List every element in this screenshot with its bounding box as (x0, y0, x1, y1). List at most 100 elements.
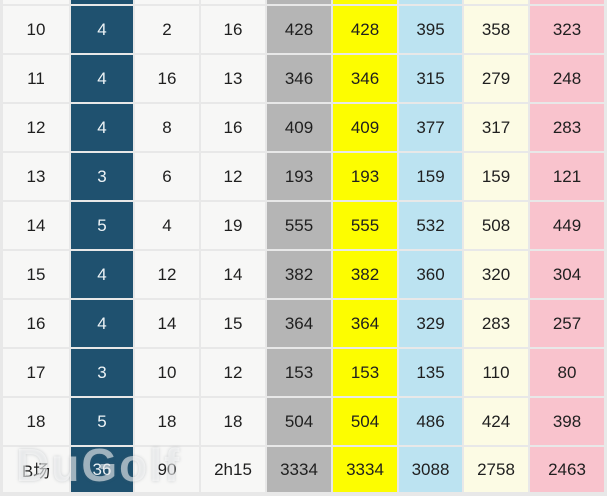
distance-cell-pink: 2463 (530, 447, 604, 492)
hole-cell: 16 (3, 300, 69, 347)
time-cell: 18 (201, 398, 265, 445)
table-row: 17 3 10 12 153 153 135 110 80 (3, 349, 604, 396)
distance-cell-yellow: 382 (333, 251, 397, 298)
par-cell: 4 (71, 300, 133, 347)
distance-cell-pink: 257 (530, 300, 604, 347)
distance-cell-blue: 315 (399, 55, 462, 102)
par-cell: 4 (71, 251, 133, 298)
table-row: 12 4 8 16 409 409 377 317 283 (3, 104, 604, 151)
time-cell: 15 (201, 300, 265, 347)
distance-cell-yellow: 428 (333, 6, 397, 53)
distance-cell-gray: 409 (267, 104, 331, 151)
distance-cell-cream: 283 (464, 300, 528, 347)
hole-cell: 15 (3, 251, 69, 298)
hole-cell: 12 (3, 104, 69, 151)
hole-cell: 14 (3, 202, 69, 249)
distance-cell-blue: 3088 (399, 447, 462, 492)
distance-cell-gray: 346 (267, 55, 331, 102)
distance-cell-cream: 424 (464, 398, 528, 445)
cutoff-distance-cell-yellow (333, 0, 397, 4)
hole-cell: 10 (3, 6, 69, 53)
distance-cell-pink: 323 (530, 6, 604, 53)
distance-cell-blue: 486 (399, 398, 462, 445)
table-row: 16 4 14 15 364 364 329 283 257 (3, 300, 604, 347)
distance-cell-pink: 283 (530, 104, 604, 151)
distance-cell-cream: 159 (464, 153, 528, 200)
distance-cell-gray: 193 (267, 153, 331, 200)
distance-cell-gray: 382 (267, 251, 331, 298)
distance-cell-cream: 110 (464, 349, 528, 396)
distance-cell-yellow: 364 (333, 300, 397, 347)
distance-cell-pink: 248 (530, 55, 604, 102)
cutoff-distance-cell-gray (267, 0, 331, 4)
cutoff-distance-cell-cream (464, 0, 528, 4)
time-cell: 2h15 (201, 447, 265, 492)
par-cell: 4 (71, 55, 133, 102)
total-row: B场 36 90 2h15 3334 3334 3088 2758 2463 (3, 447, 604, 492)
distance-cell-blue: 395 (399, 6, 462, 53)
distance-cell-pink: 449 (530, 202, 604, 249)
stroke-index-cell: 2 (135, 6, 199, 53)
table-row: 15 4 12 14 382 382 360 320 304 (3, 251, 604, 298)
stroke-index-cell: 10 (135, 349, 199, 396)
cutoff-distance-cell-pink (530, 0, 604, 4)
hole-cell: 11 (3, 55, 69, 102)
distance-cell-yellow: 193 (333, 153, 397, 200)
distance-cell-yellow: 153 (333, 349, 397, 396)
stroke-index-cell: 14 (135, 300, 199, 347)
time-cell: 12 (201, 349, 265, 396)
table-row: 14 5 4 19 555 555 532 508 449 (3, 202, 604, 249)
distance-cell-cream: 320 (464, 251, 528, 298)
time-cell: 19 (201, 202, 265, 249)
distance-cell-yellow: 346 (333, 55, 397, 102)
total-label-cell: B场 (3, 447, 69, 492)
time-cell: 14 (201, 251, 265, 298)
distance-cell-pink: 80 (530, 349, 604, 396)
distance-cell-gray: 3334 (267, 447, 331, 492)
par-cell: 36 (71, 447, 133, 492)
distance-cell-cream: 2758 (464, 447, 528, 492)
distance-cell-blue: 329 (399, 300, 462, 347)
par-cell: 4 (71, 104, 133, 151)
time-cell: 12 (201, 153, 265, 200)
distance-cell-cream: 358 (464, 6, 528, 53)
hole-cell: 13 (3, 153, 69, 200)
table-row: 10 4 2 16 428 428 395 358 323 (3, 6, 604, 53)
distance-cell-blue: 360 (399, 251, 462, 298)
distance-cell-blue: 377 (399, 104, 462, 151)
distance-cell-blue: 135 (399, 349, 462, 396)
stroke-index-cell: 4 (135, 202, 199, 249)
cutoff-par-cell (71, 0, 133, 4)
distance-cell-yellow: 504 (333, 398, 397, 445)
stroke-index-cell: 8 (135, 104, 199, 151)
cutoff-row (3, 0, 604, 4)
distance-cell-cream: 279 (464, 55, 528, 102)
distance-cell-cream: 317 (464, 104, 528, 151)
distance-cell-pink: 398 (530, 398, 604, 445)
par-cell: 5 (71, 202, 133, 249)
cutoff-stroke-index-cell (135, 0, 199, 4)
stroke-index-cell: 12 (135, 251, 199, 298)
distance-cell-pink: 304 (530, 251, 604, 298)
table-row: 11 4 16 13 346 346 315 279 248 (3, 55, 604, 102)
distance-cell-gray: 153 (267, 349, 331, 396)
distance-cell-gray: 504 (267, 398, 331, 445)
distance-cell-yellow: 555 (333, 202, 397, 249)
distance-cell-blue: 159 (399, 153, 462, 200)
par-cell: 5 (71, 398, 133, 445)
distance-cell-gray: 364 (267, 300, 331, 347)
distance-cell-pink: 121 (530, 153, 604, 200)
hole-cell: 18 (3, 398, 69, 445)
stroke-index-cell: 16 (135, 55, 199, 102)
stroke-index-cell: 90 (135, 447, 199, 492)
distance-cell-yellow: 3334 (333, 447, 397, 492)
distance-cell-cream: 508 (464, 202, 528, 249)
distance-cell-yellow: 409 (333, 104, 397, 151)
table-row: 18 5 18 18 504 504 486 424 398 (3, 398, 604, 445)
par-cell: 4 (71, 6, 133, 53)
distance-cell-blue: 532 (399, 202, 462, 249)
cutoff-hole-cell (3, 0, 69, 4)
cutoff-distance-cell-blue (399, 0, 462, 4)
distance-cell-gray: 555 (267, 202, 331, 249)
